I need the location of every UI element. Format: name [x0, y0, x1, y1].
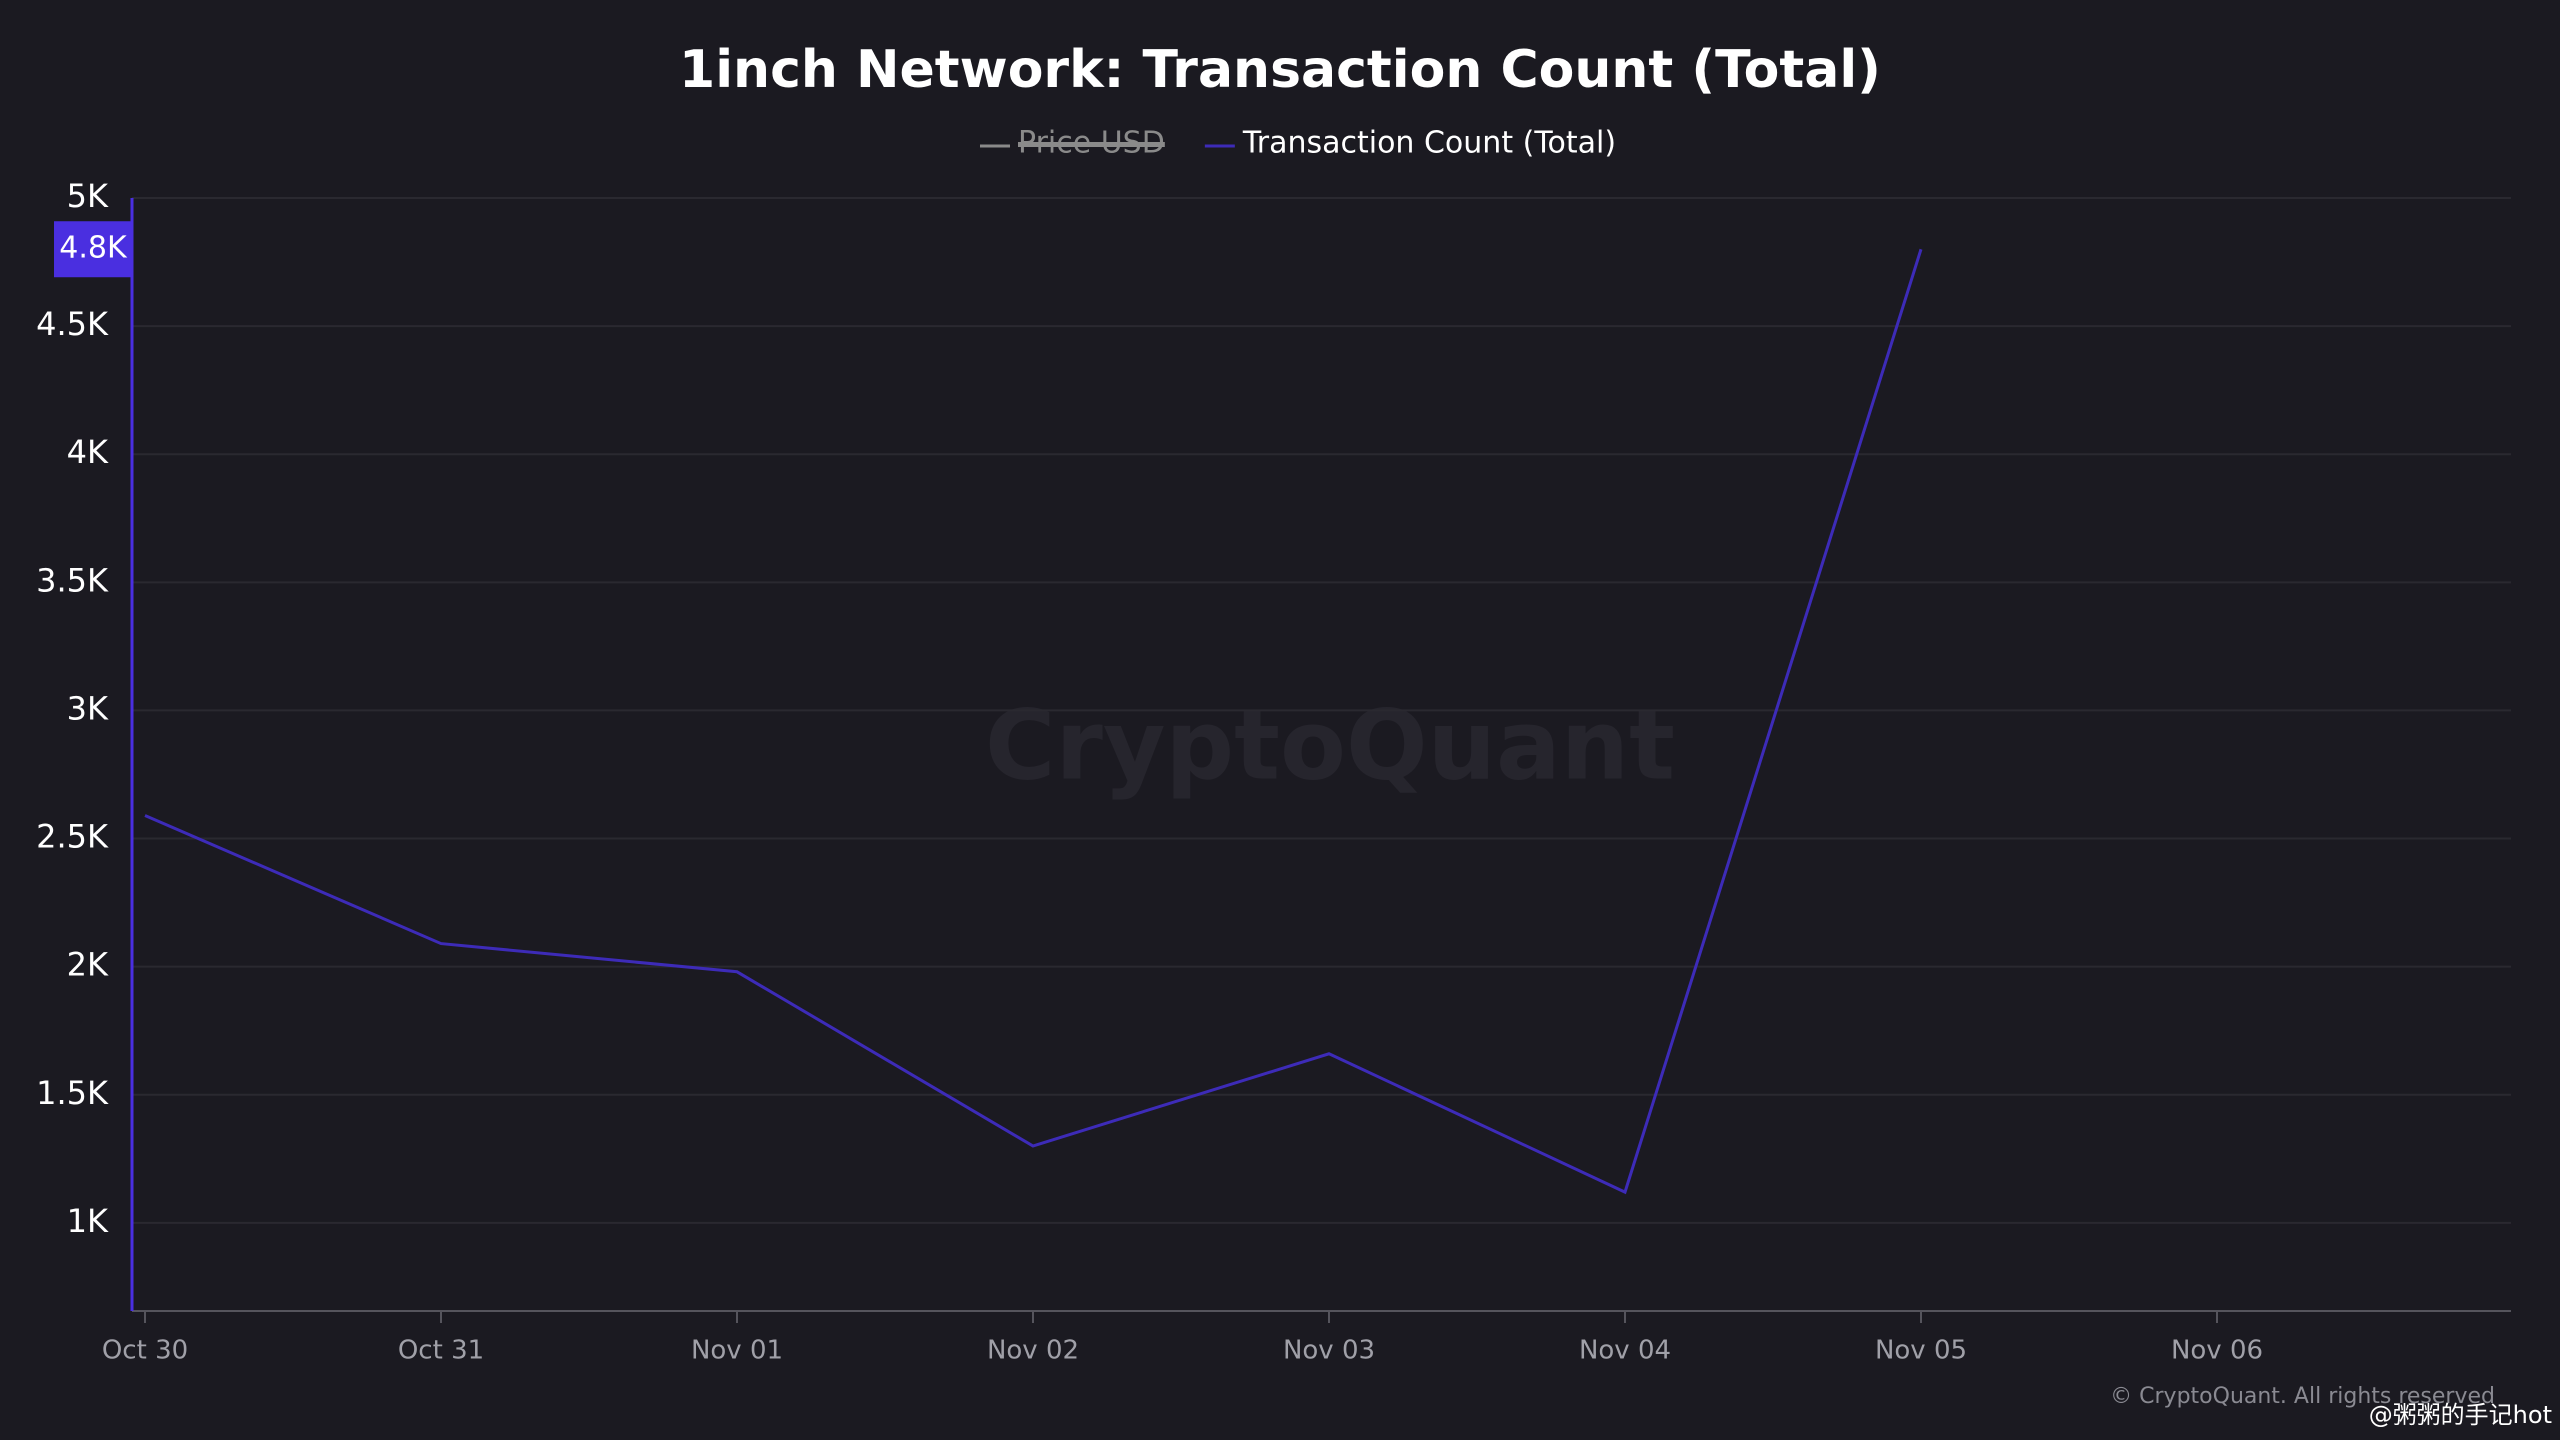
y-tick-label: 2K: [67, 946, 109, 984]
series-line: [144, 248, 1923, 1195]
y-tick-label: 4.5K: [36, 305, 109, 343]
x-tick-label: Nov 05: [1875, 1336, 1967, 1366]
x-tick-label: Nov 03: [1283, 1336, 1375, 1366]
x-tick-label: Nov 02: [987, 1336, 1079, 1366]
y-tick-label: 3.5K: [36, 561, 109, 599]
copyright: © CryptoQuant. All rights reserved: [2110, 1384, 2495, 1409]
y-tick-label: 5K: [67, 177, 109, 215]
chart-title: 1inch Network: Transaction Count (Total): [679, 40, 1881, 100]
y-tick-label: 1.5K: [36, 1074, 109, 1112]
x-tick-label: Nov 01: [691, 1336, 783, 1366]
y-tick-label: 2.5K: [36, 818, 109, 856]
legend-label: Price USD: [1018, 126, 1165, 161]
credit: @粥粥的手记hot: [2369, 1401, 2552, 1429]
y-tick-label: 3K: [67, 689, 109, 727]
value-label-box: [54, 221, 132, 278]
value-label: 4.8K: [59, 231, 128, 266]
y-tick-label: 1K: [67, 1202, 109, 1240]
watermark: CryptoQuant: [985, 689, 1675, 801]
x-tick-label: Nov 06: [2171, 1336, 2263, 1366]
y-tick-label: 4K: [67, 433, 109, 471]
legend-label: Transaction Count (Total): [1242, 126, 1616, 161]
x-tick-label: Oct 30: [102, 1336, 188, 1366]
x-tick-label: Oct 31: [398, 1336, 484, 1366]
x-tick-label: Nov 04: [1579, 1336, 1671, 1366]
